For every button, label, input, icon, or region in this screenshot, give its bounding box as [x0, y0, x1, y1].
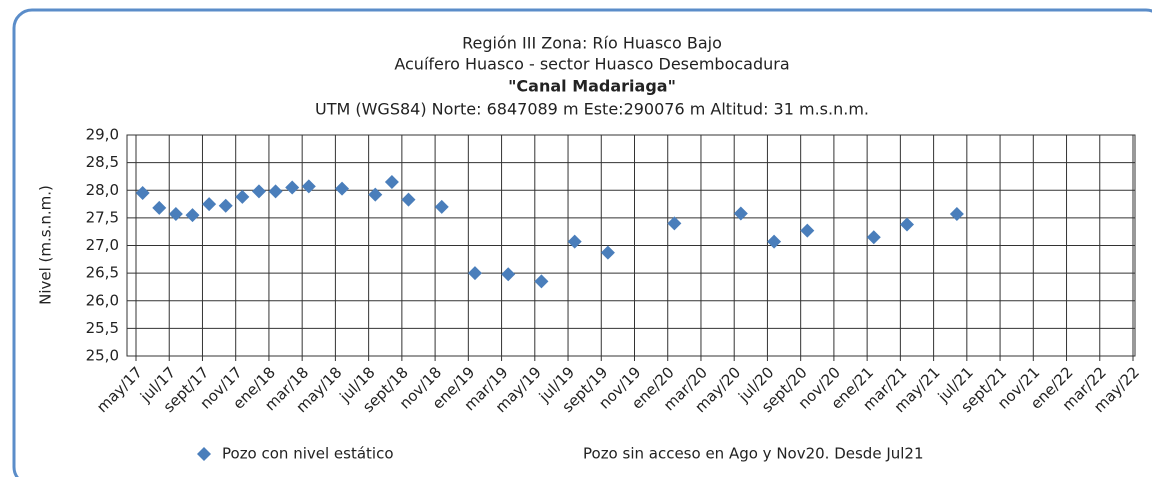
legend-marker: [197, 447, 211, 461]
point: [235, 189, 250, 204]
point: [467, 266, 482, 281]
title-line: UTM (WGS84) Norte: 6847089 m Este:290076…: [315, 100, 869, 119]
y-tick-label: 27,0: [86, 236, 119, 254]
y-axis-label: Nivel (m.s.n.m.): [37, 185, 55, 305]
point: [268, 184, 283, 199]
y-tick-label: 28,5: [86, 153, 119, 171]
point: [368, 187, 383, 202]
point: [567, 234, 582, 249]
point: [534, 274, 549, 289]
point: [202, 197, 217, 212]
point: [434, 199, 449, 214]
point: [218, 198, 233, 213]
y-tick-label: 25,5: [86, 319, 119, 337]
point: [301, 179, 316, 194]
point: [168, 207, 183, 222]
y-tick-label: 25,0: [86, 347, 119, 365]
point: [335, 181, 350, 196]
point: [501, 267, 516, 282]
point: [949, 207, 964, 222]
title-line: "Canal Madariaga": [508, 77, 676, 96]
point: [667, 216, 682, 231]
y-tick-label: 29,0: [86, 126, 119, 144]
y-tick-label: 26,0: [86, 291, 119, 309]
point: [733, 206, 748, 221]
y-tick-label: 28,0: [86, 181, 119, 199]
point: [866, 230, 881, 245]
note: Pozo sin acceso en Ago y Nov20. Desde Ju…: [583, 445, 924, 463]
point: [800, 223, 815, 238]
point: [251, 184, 266, 199]
point: [401, 192, 416, 207]
point: [285, 180, 300, 195]
title-line: Región III Zona: Río Huasco Bajo: [462, 34, 722, 53]
title-line: Acuífero Huasco - sector Huasco Desemboc…: [394, 55, 789, 74]
point: [767, 234, 782, 249]
point: [135, 186, 150, 201]
point: [900, 217, 915, 232]
point: [384, 174, 399, 189]
point: [600, 245, 615, 260]
point: [185, 208, 200, 223]
point: [152, 200, 167, 215]
y-tick-label: 27,5: [86, 208, 119, 226]
y-tick-label: 26,5: [86, 264, 119, 282]
legend-label: Pozo con nivel estático: [222, 445, 394, 463]
